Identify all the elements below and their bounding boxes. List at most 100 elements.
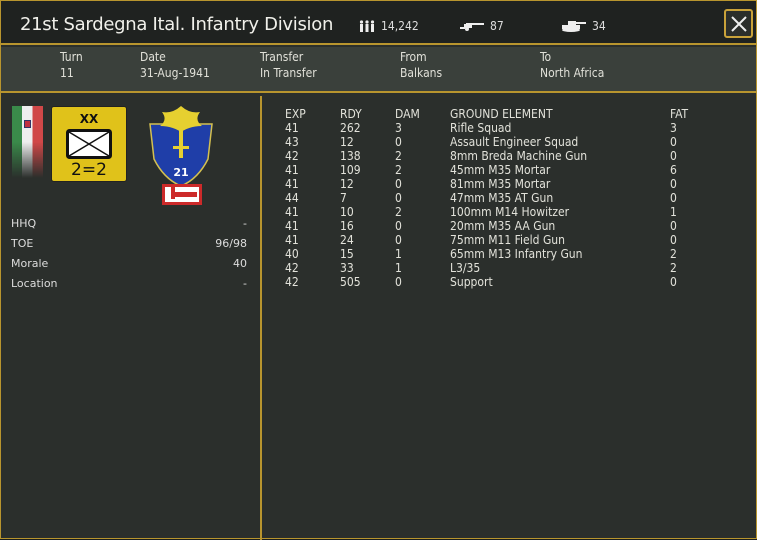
gun-icon [460, 23, 484, 31]
table-cell: 1 [395, 261, 402, 275]
unit-title: 21st Sardegna Ital. Infantry Division [20, 14, 334, 35]
table-cell: 41 [285, 219, 299, 233]
table-cell: 0 [670, 275, 677, 289]
table-row[interactable]: 44 7 0 47mm M35 AT Gun 0 [285, 191, 710, 205]
table-cell: 41 [285, 177, 299, 191]
table-cell: 0 [670, 219, 677, 233]
table-cell: 41 [285, 205, 299, 219]
ground-elements-table: EXP RDY DAM GROUND ELEMENT FAT 41 262 3 Rifle S… [285, 107, 710, 289]
tank-icon [562, 21, 586, 32]
transfer-value: In Transfer [260, 66, 317, 80]
table-cell: 24 [340, 233, 354, 247]
ground-elements-panel: EXP RDY DAM GROUND ELEMENT FAT 41 262 3 Rifle S… [264, 96, 756, 540]
table-row[interactable]: 41 16 0 20mm M35 AA Gun 0 [285, 219, 710, 233]
date-field: Date 31-Aug-1941 [140, 49, 210, 81]
table-row[interactable]: 41 12 0 81mm M35 Mortar 0 [285, 177, 710, 191]
to-value: North Africa [540, 66, 605, 80]
hhq-row: HHQ - [11, 217, 247, 230]
italy-flag [12, 106, 43, 178]
table-cell: 42 [285, 261, 299, 275]
table-cell: 0 [395, 219, 402, 233]
table-cell: Support [450, 275, 493, 289]
transport-badge-icon [162, 184, 202, 205]
division-emblem: 21 [149, 106, 213, 186]
table-cell: 41 [285, 121, 299, 135]
table-row[interactable]: 43 12 0 Assault Engineer Squad 0 [285, 135, 710, 149]
table-row[interactable]: 41 262 3 Rifle Squad 3 [285, 121, 710, 135]
table-cell: 2 [395, 205, 402, 219]
close-button[interactable] [724, 9, 753, 38]
men-stat: 14,242 [359, 19, 419, 33]
table-header: EXP RDY DAM GROUND ELEMENT FAT [285, 107, 710, 121]
location-value: - [243, 277, 247, 290]
date-label: Date [140, 50, 166, 64]
table-cell: 0 [395, 275, 402, 289]
table-cell: 0 [670, 149, 677, 163]
table-cell: 33 [340, 261, 354, 275]
table-cell: 0 [670, 233, 677, 247]
table-cell: 81mm M35 Mortar [450, 177, 551, 191]
table-cell: 262 [340, 121, 361, 135]
table-cell: 0 [395, 177, 402, 191]
to-label: To [540, 50, 552, 64]
table-row[interactable]: 41 109 2 45mm M35 Mortar 6 [285, 163, 710, 177]
table-cell: 0 [395, 191, 402, 205]
table-cell: 1 [395, 247, 402, 261]
turn-label: Turn [60, 50, 83, 64]
men-count: 14,242 [381, 19, 419, 33]
unit-counter[interactable]: XX 2=2 [51, 106, 127, 182]
close-icon [730, 15, 747, 32]
transfer-label: Transfer [260, 50, 304, 64]
table-cell: 42 [285, 149, 299, 163]
table-row[interactable]: 41 24 0 75mm M11 Field Gun 0 [285, 233, 710, 247]
table-row[interactable]: 42 505 0 Support 0 [285, 275, 710, 289]
location-row: Location - [11, 277, 247, 290]
table-cell: 42 [285, 275, 299, 289]
from-value: Balkans [400, 66, 443, 80]
table-row[interactable]: 41 10 2 100mm M14 Howitzer 1 [285, 205, 710, 219]
table-cell: 75mm M11 Field Gun [450, 233, 565, 247]
table-row[interactable]: 42 33 1 L3/35 2 [285, 261, 710, 275]
column-header[interactable]: GROUND ELEMENT [450, 107, 553, 121]
table-cell: 65mm M13 Infantry Gun [450, 247, 583, 261]
toe-label: TOE [11, 237, 34, 250]
emblem-number: 21 [173, 166, 188, 179]
table-cell: 505 [340, 275, 361, 289]
table-cell: Assault Engineer Squad [450, 135, 579, 149]
table-cell: 0 [670, 177, 677, 191]
from-field: From Balkans [400, 49, 442, 81]
morale-value: 40 [233, 257, 247, 270]
table-cell: 20mm M35 AA Gun [450, 219, 556, 233]
tanks-stat: 34 [560, 19, 606, 33]
table-cell: 0 [670, 191, 677, 205]
table-row[interactable]: 40 15 1 65mm M13 Infantry Gun 2 [285, 247, 710, 261]
column-header[interactable]: DAM [395, 107, 420, 121]
column-header[interactable]: RDY [340, 107, 362, 121]
column-header[interactable]: EXP [285, 107, 306, 121]
table-cell: 44 [285, 191, 299, 205]
table-cell: 12 [340, 177, 354, 191]
table-cell: 15 [340, 247, 354, 261]
table-cell: L3/35 [450, 261, 481, 275]
table-cell: 138 [340, 149, 361, 163]
table-row[interactable]: 42 138 2 8mm Breda Machine Gun 0 [285, 149, 710, 163]
table-cell: 0 [395, 135, 402, 149]
table-cell: 45mm M35 Mortar [450, 163, 551, 177]
turn-value: 11 [60, 66, 74, 80]
morale-row: Morale 40 [11, 257, 247, 270]
toe-value: 96/98 [215, 237, 247, 250]
table-cell: 6 [670, 163, 677, 177]
guns-stat: 87 [460, 19, 504, 33]
table-cell: 16 [340, 219, 354, 233]
men-icon [359, 20, 375, 32]
table-cell: 2 [670, 247, 677, 261]
tanks-count: 34 [592, 19, 606, 33]
unit-info-panel: XX 2=2 21 HHQ - TOE 96/98 Morale 40 Locatio… [5, 96, 262, 540]
column-header[interactable]: FAT [670, 107, 689, 121]
unit-strength: 2=2 [71, 160, 107, 180]
toe-row: TOE 96/98 [11, 237, 247, 250]
table-cell: 3 [395, 121, 402, 135]
table-cell: 10 [340, 205, 354, 219]
unit-size: XX [79, 112, 99, 126]
